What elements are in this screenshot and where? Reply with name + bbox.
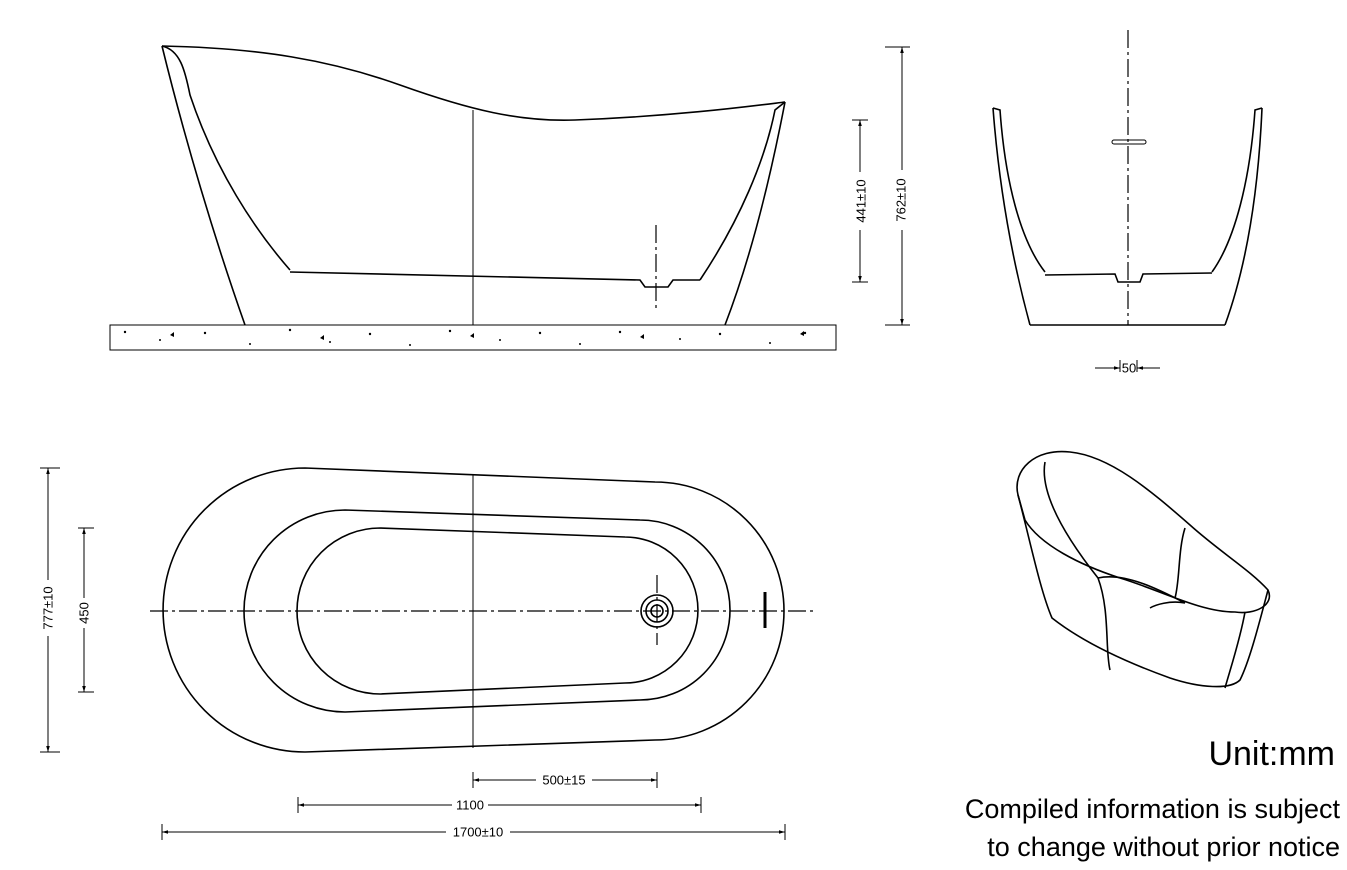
dimension-label: 1700±10 — [453, 824, 504, 839]
dimension-label: 500±15 — [542, 772, 585, 787]
top-view: 777±10 450 500±15 1100 1700±10 — [40, 467, 815, 840]
dimension-label: 762±10 — [893, 178, 908, 221]
dimension-label: 450 — [76, 602, 91, 624]
dimension-label: 777±10 — [40, 586, 55, 629]
perspective-view — [1016, 450, 1271, 689]
end-view: 50 — [992, 30, 1263, 375]
dimension-label: 50 — [1122, 360, 1136, 375]
dimension-label: 1100 — [456, 797, 484, 812]
side-view: 441±10 762±10 — [109, 45, 910, 351]
dimension-label: 441±10 — [853, 179, 868, 222]
unit-note: Unit:mm — [1208, 735, 1335, 773]
disclaimer-line: to change without prior notice — [987, 832, 1340, 862]
disclaimer-line: Compiled information is subject — [965, 794, 1341, 824]
